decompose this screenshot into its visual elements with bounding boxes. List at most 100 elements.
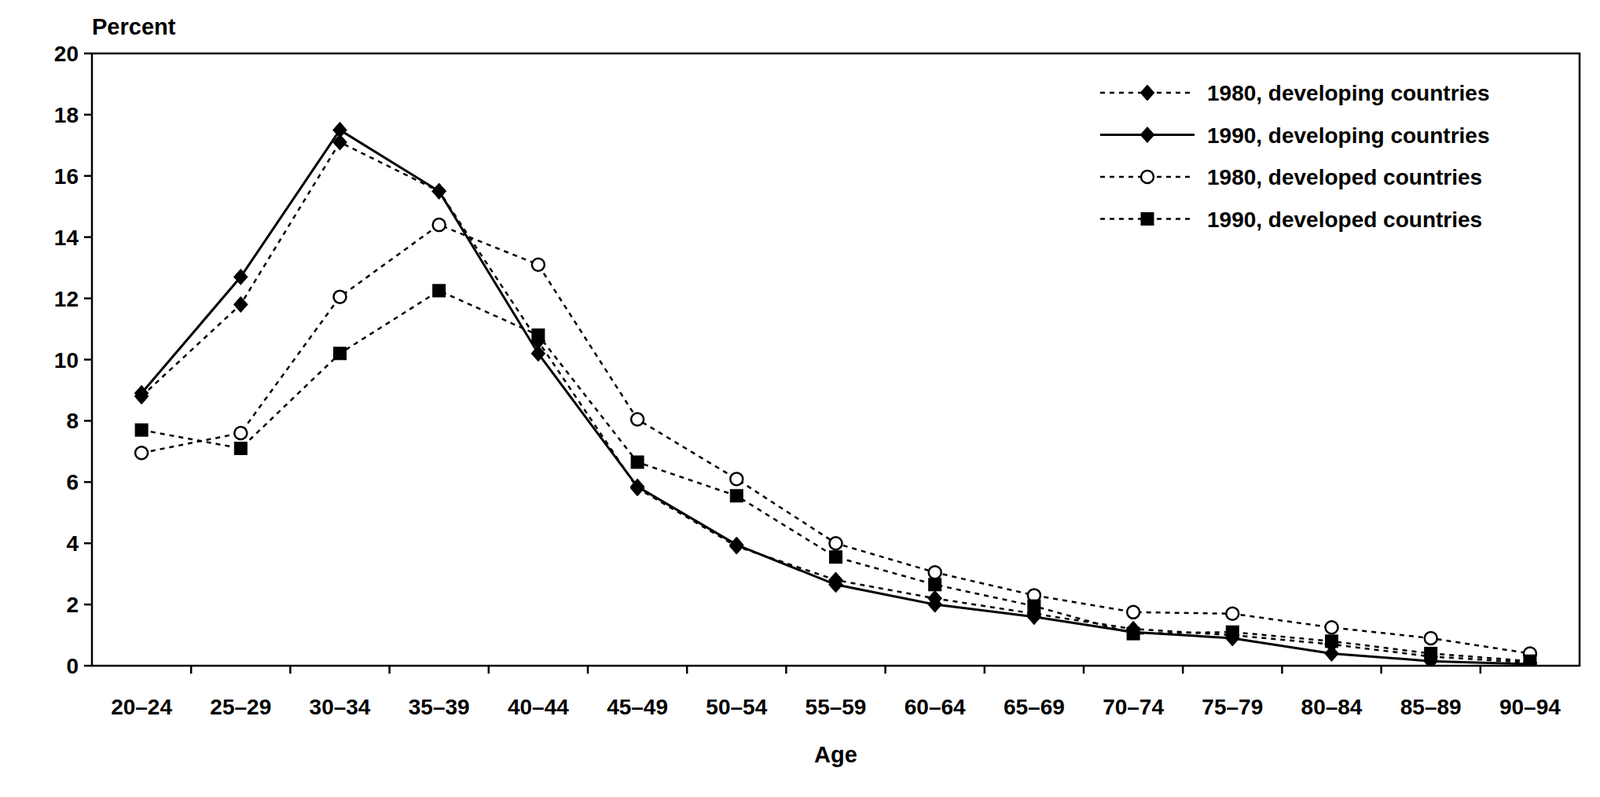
y-tick	[84, 480, 92, 484]
series-marker	[1126, 605, 1140, 619]
legend-label: 1990, developing countries	[1207, 123, 1490, 148]
series-marker	[1424, 631, 1438, 645]
legend-label: 1980, developed countries	[1207, 165, 1483, 190]
series-marker	[631, 412, 644, 426]
legend: 1980, developing countries 1990, developi…	[1100, 80, 1490, 232]
x-tick-label: 25–29	[209, 694, 272, 720]
series-marker	[532, 328, 545, 342]
series-marker	[928, 596, 943, 613]
x-tick-label: 55–59	[805, 694, 867, 720]
legend-label: 1980, developing countries	[1207, 80, 1490, 106]
series-marker	[432, 183, 447, 199]
x-tick-label: 60–64	[904, 694, 966, 720]
series-marker	[829, 576, 844, 593]
x-tick-label: 85–89	[1400, 694, 1462, 720]
series-marker	[1126, 623, 1141, 640]
x-tick-label: 75–79	[1201, 694, 1263, 720]
series-marker	[532, 258, 545, 272]
x-tick-label: 30–34	[309, 694, 371, 720]
x-tick	[587, 665, 590, 674]
series-marker	[1424, 646, 1438, 660]
y-tick-label: 0	[66, 653, 79, 679]
series-marker	[829, 536, 843, 550]
series-marker	[234, 426, 247, 440]
y-axis-label: Percent	[91, 14, 177, 40]
y-tick	[84, 113, 92, 117]
series-marker	[134, 385, 149, 401]
series-marker	[730, 472, 743, 485]
x-tick	[1379, 665, 1383, 674]
x-tick-label: 70–74	[1102, 694, 1164, 720]
x-tick	[1181, 665, 1185, 674]
x-tick-label: 90–94	[1499, 694, 1561, 720]
y-tick-label: 14	[54, 225, 80, 250]
series-marker	[1126, 627, 1140, 640]
y-tick-label: 8	[66, 408, 79, 434]
series-marker	[135, 446, 148, 459]
x-tick	[884, 665, 887, 674]
x-tick	[686, 665, 689, 674]
series-marker	[630, 478, 645, 495]
series-line	[141, 142, 1531, 663]
plot-frame	[91, 53, 1580, 666]
y-tick-label: 4	[66, 531, 79, 556]
series-marker	[829, 550, 843, 564]
x-axis-label: Age	[814, 741, 858, 767]
series-marker	[531, 345, 546, 362]
series-marker	[433, 284, 446, 298]
x-tick	[1280, 665, 1284, 674]
series-marker	[730, 489, 743, 503]
x-tick	[983, 665, 987, 674]
series-marker	[333, 290, 347, 304]
y-tick-label: 16	[54, 164, 79, 189]
series-marker	[1225, 607, 1239, 621]
series-marker	[631, 455, 644, 469]
series-marker	[1027, 599, 1041, 613]
y-tick	[84, 235, 92, 239]
x-tick-label: 35–39	[408, 694, 470, 720]
x-tick	[190, 665, 193, 674]
y-tick-label: 18	[54, 102, 79, 128]
series-line	[141, 224, 1531, 654]
legend-marker	[1141, 170, 1154, 184]
series-marker	[1523, 654, 1537, 666]
series-marker	[1225, 625, 1239, 639]
y-tick	[84, 175, 92, 178]
series-marker	[234, 296, 249, 312]
y-tick	[84, 603, 92, 606]
x-tick-label: 50–54	[705, 694, 767, 720]
series-marker	[333, 121, 348, 138]
series-marker	[1324, 645, 1340, 661]
y-tick-label: 2	[66, 592, 79, 617]
x-tick	[488, 665, 491, 674]
legend-marker	[1140, 84, 1155, 101]
x-tick	[785, 665, 788, 674]
x-tick	[1479, 665, 1483, 674]
series-marker	[234, 441, 247, 455]
y-tick	[84, 542, 92, 545]
series-marker	[432, 183, 447, 199]
x-tick	[388, 665, 391, 674]
series-marker	[433, 218, 446, 232]
legend-marker	[1140, 127, 1155, 144]
y-tick	[84, 52, 92, 56]
series-marker	[234, 268, 249, 285]
series-marker	[928, 565, 942, 579]
x-tick	[289, 665, 292, 674]
series-group	[134, 121, 1537, 666]
y-tick	[84, 358, 92, 361]
x-tick-label: 20–24	[110, 694, 173, 720]
chart: 0246810121416182020–2425–2930–3435–3940–…	[0, 0, 1600, 797]
y-tick-label: 10	[54, 348, 79, 373]
y-tick-label: 12	[54, 286, 79, 312]
y-tick-label: 20	[54, 41, 79, 67]
y-tick-label: 6	[66, 469, 79, 495]
y-tick	[84, 664, 92, 668]
series-line	[141, 129, 1531, 665]
series-marker	[135, 423, 148, 437]
legend-marker	[1141, 212, 1154, 226]
series-marker	[1325, 620, 1339, 634]
series-marker	[1522, 654, 1538, 666]
series-marker	[730, 536, 745, 553]
x-tick-label: 65–69	[1003, 694, 1065, 720]
